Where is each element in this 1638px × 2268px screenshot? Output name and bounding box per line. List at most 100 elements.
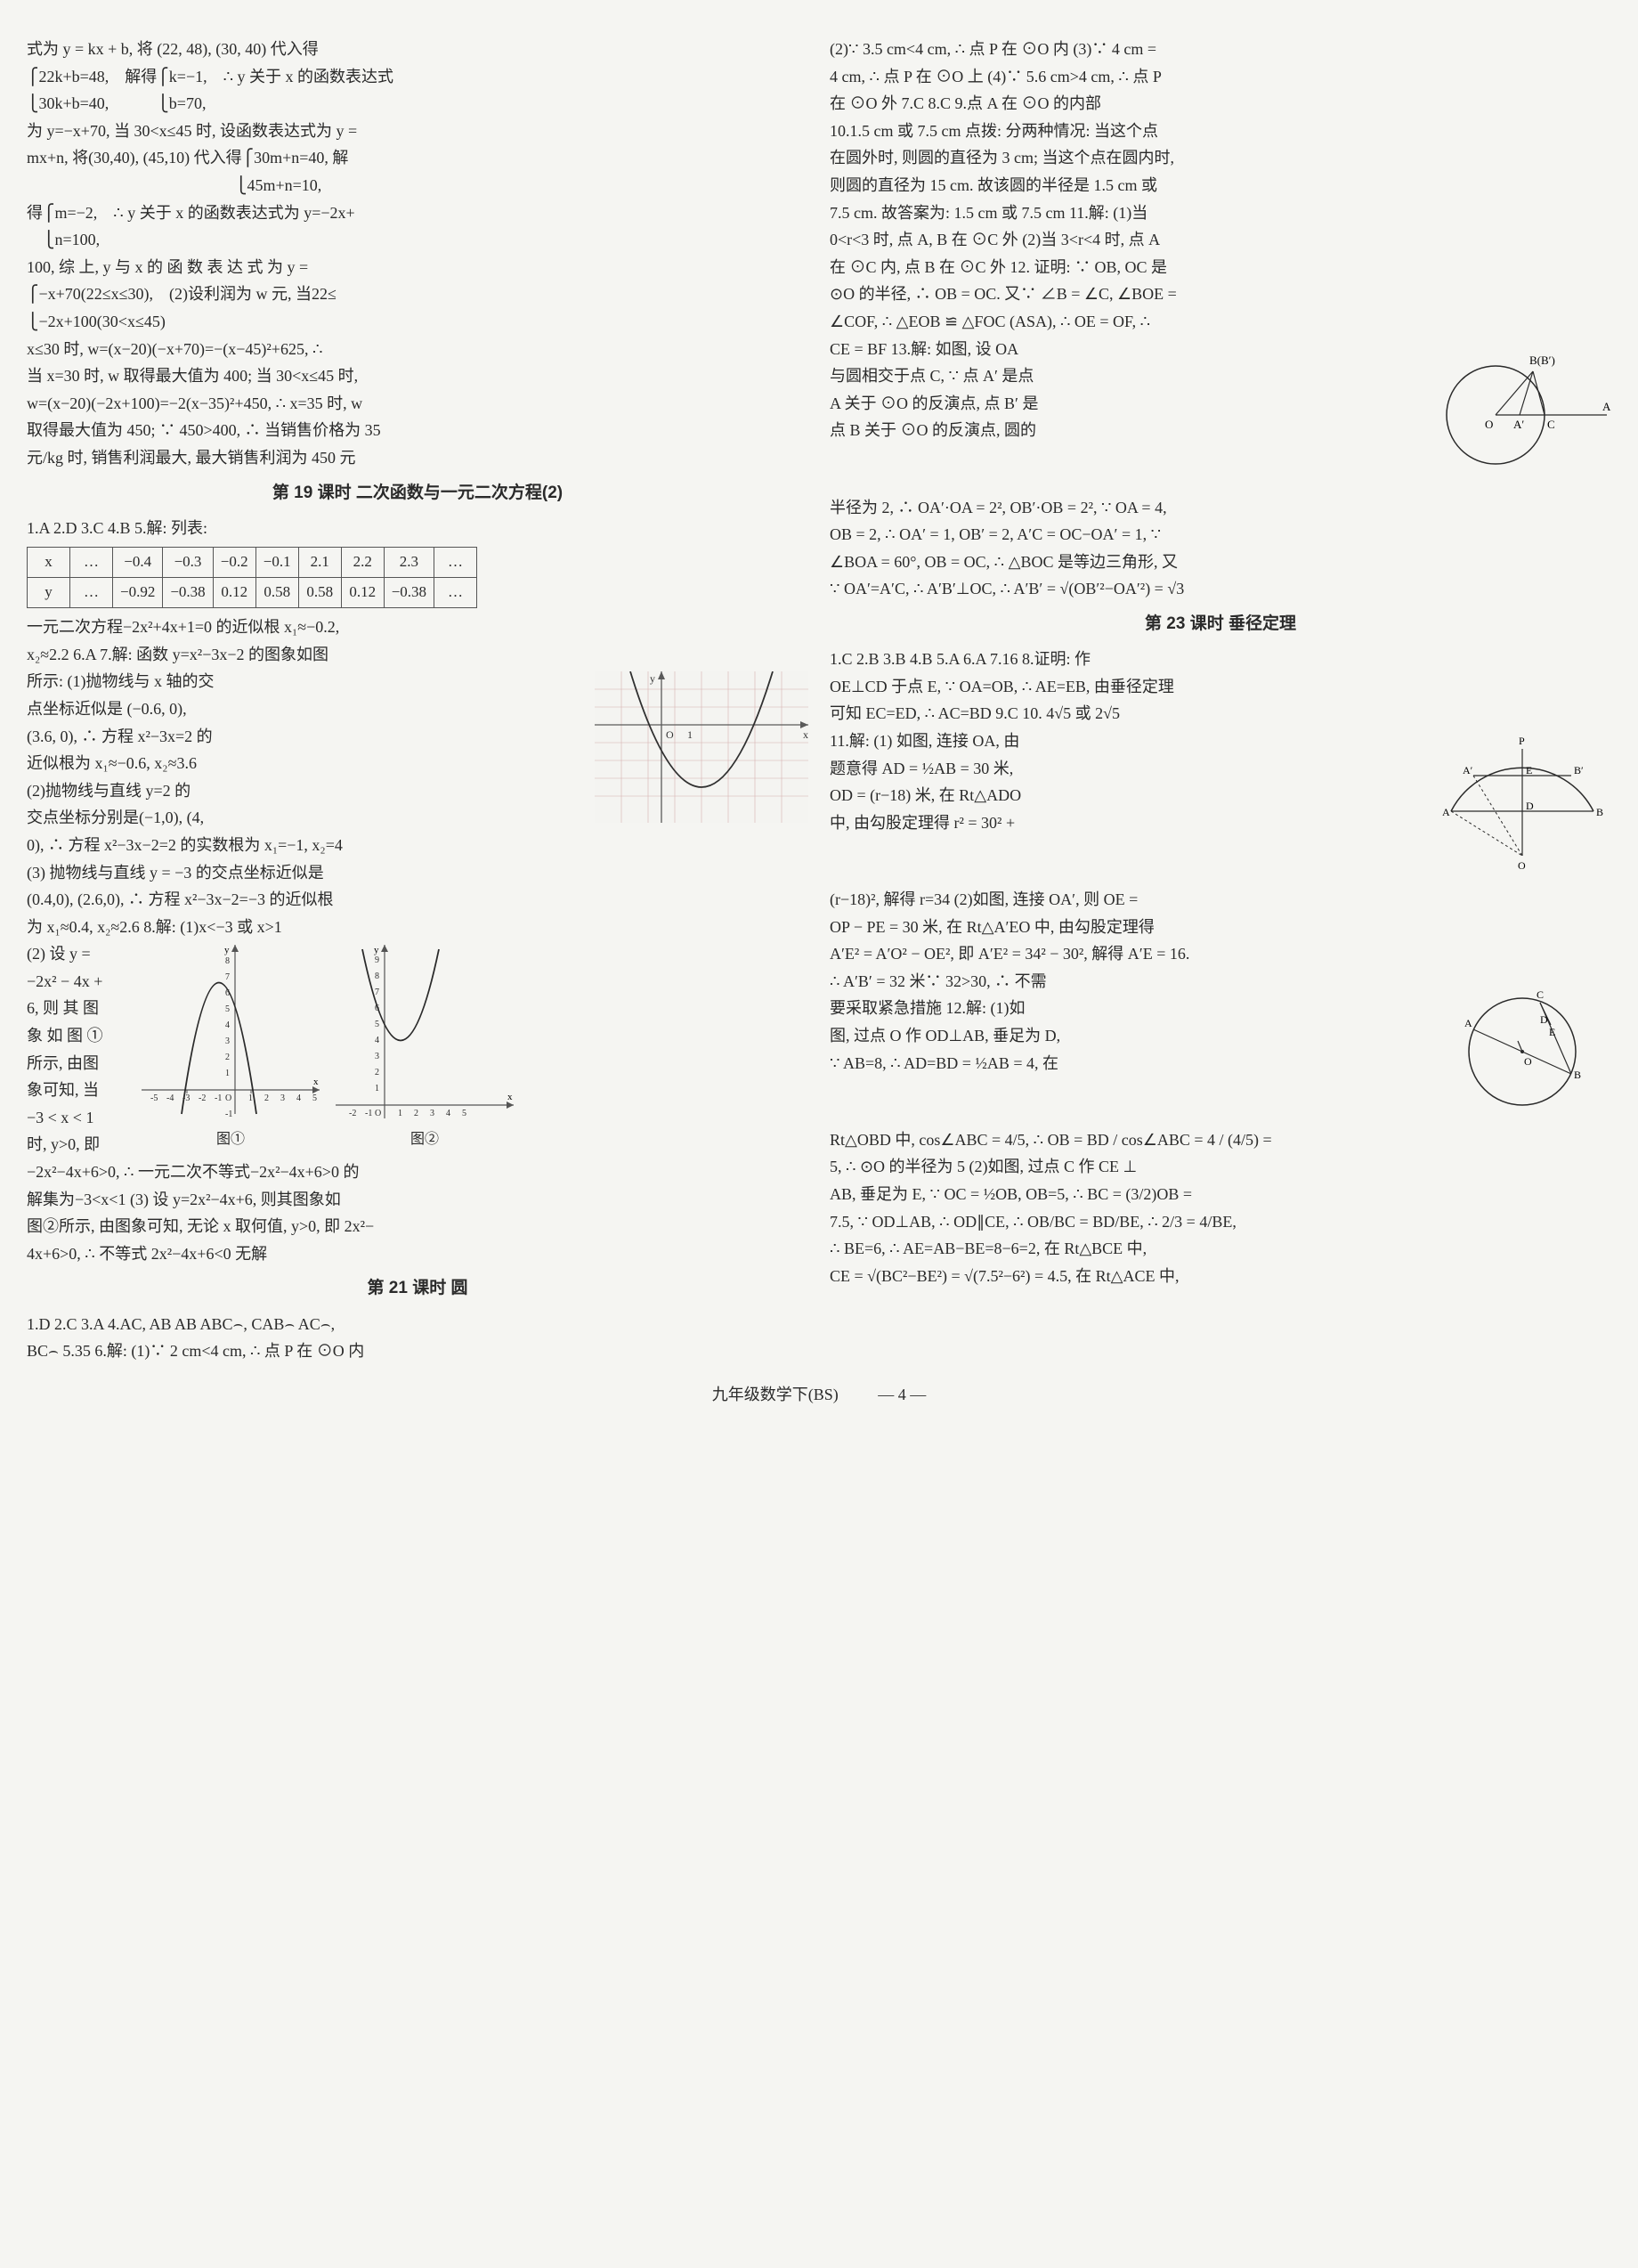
svg-text:B: B [1596, 806, 1603, 818]
text-line: 7.5, ∵ OD⊥AB, ∴ OD∥CE, ∴ OB/BC = BD/BE, … [830, 1208, 1611, 1236]
table-cell: −0.38 [163, 578, 213, 608]
text-line: ∠BOA = 60°, OB = OC, ∴ △BOC 是等边三角形, 又 [830, 549, 1611, 576]
text-line: 在 ⊙O 外 7.C 8.C 9.点 A 在 ⊙O 的内部 [830, 90, 1611, 118]
svg-text:2: 2 [264, 1093, 269, 1103]
svg-text:-1: -1 [365, 1109, 372, 1118]
text-line: 所示, 由图 [27, 1050, 134, 1077]
text-line: AB, 垂足为 E, ∵ OC = ½OB, OB=5, ∴ BC = (3/2… [830, 1181, 1611, 1208]
svg-text:2: 2 [225, 1053, 230, 1062]
text-line: BC⌢ 5.35 6.解: (1)∵ 2 cm<4 cm, ∴ 点 P 在 ⊙O… [27, 1337, 808, 1365]
text-line: −2x² − 4x + [27, 968, 134, 996]
svg-text:4: 4 [296, 1093, 301, 1103]
table-cell: 2.2 [341, 548, 384, 578]
svg-text:D: D [1540, 1013, 1548, 1026]
svg-text:3: 3 [430, 1109, 434, 1118]
text-line: 象 如 图 ① [27, 1022, 134, 1050]
text-line: ⎧22k+b=48, 解得⎧k=−1, ∴ y 关于 x 的函数表达式 [27, 63, 808, 91]
page-footer: 九年级数学下(BS) — 4 — [27, 1381, 1611, 1409]
svg-text:A: A [1442, 806, 1450, 818]
svg-text:D: D [1526, 800, 1534, 812]
text-line: 为 y=−x+70, 当 30<x≤45 时, 设函数表达式为 y = [27, 118, 808, 145]
svg-text:A: A [1602, 400, 1611, 413]
text-line: OP − PE = 30 米, 在 Rt△A′EO 中, 由勾股定理得 [830, 914, 1611, 941]
text-line: 图②所示, 由图象可知, 无论 x 取何值, y>0, 即 2x²− [27, 1213, 808, 1240]
svg-text:C: C [1537, 988, 1544, 1001]
svg-text:5: 5 [225, 1004, 230, 1014]
table-cell: … [434, 548, 477, 578]
text-line: ⎩n=100, [27, 226, 808, 254]
table-cell: y [28, 578, 70, 608]
svg-text:4: 4 [225, 1020, 230, 1030]
page-number: — 4 — [878, 1381, 926, 1409]
text-line: 得⎧m=−2, ∴ y 关于 x 的函数表达式为 y=−2x+ [27, 199, 808, 227]
circle-figure-12: A B C D E O [1433, 971, 1611, 1123]
figure-caption: 图② [331, 1127, 518, 1151]
table-cell: −0.38 [384, 578, 434, 608]
origin-label: O [666, 728, 674, 741]
svg-text:-1: -1 [215, 1093, 222, 1103]
text-line: mx+n, 将(30,40), (45,10) 代入得⎧30m+n=40, 解 [27, 144, 808, 172]
text-line: (r−18)², 解得 r=34 (2)如图, 连接 OA′, 则 OE = [830, 886, 1611, 914]
circle-figure-13: O A A′ C B(B′) [1433, 339, 1611, 491]
section-23-title: 第 23 课时 垂径定理 [830, 610, 1611, 638]
text-line: ⊙O 的半径, ∴ OB = OC. 又∵ ∠B = ∠C, ∠BOE = [830, 280, 1611, 308]
narrow-text-block: (2) 设 y = −2x² − 4x + 6, 则 其 图 象 如 图 ① 所… [27, 940, 134, 1158]
text-line: 1.C 2.B 3.B 4.B 5.A 6.A 7.16 8.证明: 作 [830, 646, 1611, 673]
parabola-grid-figure: x y O 1 [595, 671, 808, 823]
svg-text:-4: -4 [166, 1093, 174, 1103]
svg-text:3: 3 [375, 1052, 379, 1061]
svg-text:-2: -2 [199, 1093, 206, 1103]
svg-text:1: 1 [248, 1093, 253, 1103]
text-line: 时, y>0, 即 [27, 1131, 134, 1158]
text-line: ∠COF, ∴ △EOB ≌ △FOC (ASA), ∴ OE = OF, ∴ [830, 308, 1611, 336]
svg-text:P: P [1519, 735, 1525, 747]
text-line: ⎩30k+b=40, ⎩b=70, [27, 90, 808, 118]
text-line: 6, 则 其 图 [27, 995, 134, 1022]
axis-x-label: x [507, 1092, 513, 1102]
text-line: w=(x−20)(−2x+100)=−2(x−35)²+450, ∴ x=35 … [27, 390, 808, 418]
svg-text:1: 1 [398, 1109, 402, 1118]
table-cell: 0.12 [213, 578, 255, 608]
svg-text:2: 2 [375, 1068, 379, 1077]
text-line: (2) 设 y = [27, 940, 134, 968]
text-line: 在圆外时, 则圆的直径为 3 cm; 当这个点在圆内时, [830, 144, 1611, 172]
svg-text:4: 4 [375, 1036, 379, 1045]
svg-text:C: C [1547, 418, 1555, 431]
table-cell: 0.58 [298, 578, 341, 608]
svg-text:O: O [225, 1093, 231, 1103]
axis-x-label: x [313, 1077, 319, 1087]
text-line: x≤30 时, w=(x−20)(−x+70)=−(x−45)²+625, ∴ [27, 336, 808, 363]
text-line: OE⊥CD 于点 E, ∵ OA=OB, ∴ AE=EB, 由垂径定理 [830, 673, 1611, 701]
table-cell: x [28, 548, 70, 578]
data-table: x … −0.4 −0.3 −0.2 −0.1 2.1 2.2 2.3 … y … [27, 547, 477, 608]
section-21-title: 第 21 课时 圆 [27, 1274, 808, 1303]
text-line: 取得最大值为 450; ∵ 450>400, ∴ 当销售价格为 35 [27, 417, 808, 444]
text-line: ∵ OA′=A′C, ∴ A′B′⊥OC, ∴ A′B′ = √(OB′²−OA… [830, 575, 1611, 603]
section-19-title: 第 19 课时 二次函数与一元二次方程(2) [27, 479, 808, 508]
figure-1: -5-4-3 -2-1 123 45 O 123 456 78 -1 x y [137, 940, 324, 1136]
table-row: y … −0.92 −0.38 0.12 0.58 0.58 0.12 −0.3… [28, 578, 477, 608]
section-19-answers: 1.A 2.D 3.C 4.B 5.解: 列表: [27, 515, 808, 542]
text-line: A′E² = A′O² − OE², 即 A′E² = 34² − 30², 解… [830, 940, 1611, 968]
svg-text:7: 7 [225, 972, 230, 982]
table-cell: 2.3 [384, 548, 434, 578]
axis-y-label: y [224, 945, 230, 955]
text-line: 0<r<3 时, 点 A, B 在 ⊙C 外 (2)当 3<r<4 时, 点 A [830, 226, 1611, 254]
svg-text:B(B′): B(B′) [1529, 354, 1555, 367]
table-cell: … [434, 578, 477, 608]
text-line: ⎩−2x+100(30<x≤45) [27, 308, 808, 336]
svg-text:2: 2 [414, 1109, 418, 1118]
text-line: 解集为−3<x<1 (3) 设 y=2x²−4x+6, 则其图象如 [27, 1186, 808, 1214]
svg-text:5: 5 [312, 1093, 317, 1103]
svg-text:O: O [375, 1109, 381, 1118]
table-cell: 0.58 [255, 578, 298, 608]
svg-text:-2: -2 [349, 1109, 356, 1118]
table-cell: … [70, 548, 113, 578]
text-line: 一元二次方程−2x²+4x+1=0 的近似根 x₁≈−0.2, [27, 614, 808, 641]
svg-text:1: 1 [375, 1084, 379, 1093]
svg-text:A′: A′ [1463, 764, 1473, 776]
text-line: 0), ∴ 方程 x²−3x−2=2 的实数根为 x₁=−1, x₂=4 [27, 832, 808, 859]
svg-text:A: A [1464, 1017, 1472, 1029]
svg-text:3: 3 [280, 1093, 285, 1103]
table-cell: −0.4 [113, 548, 163, 578]
